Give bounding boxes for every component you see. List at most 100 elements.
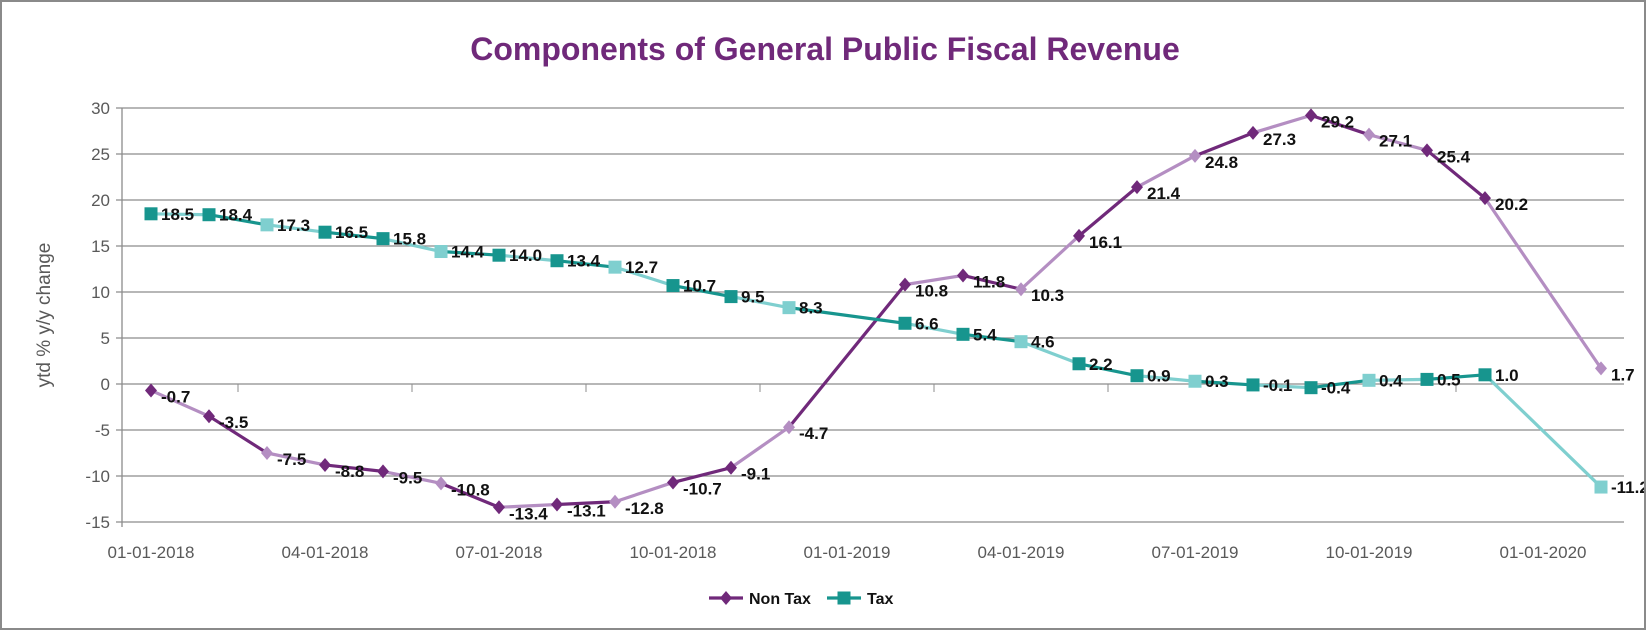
data-label: -13.4 [509,504,548,523]
y-tick-label: -5 [95,421,110,440]
series-segment-tax [324,230,384,241]
data-point-tax [260,218,274,232]
data-label: 13.4 [567,252,601,271]
series-segment-tax [1252,383,1312,390]
data-point-non-tax [319,457,331,472]
series-segment-non-tax [382,469,442,485]
x-tick-label: 07-01-2018 [456,543,543,562]
data-label: 15.8 [393,230,426,249]
series-segment-non-tax [1252,113,1312,135]
data-label: -10.7 [683,479,722,498]
data-point-tax [666,279,680,293]
data-point-non-tax [493,500,505,515]
series-segment-tax [440,249,500,257]
series-segment-non-tax [1310,113,1370,137]
data-label: 6.6 [915,314,939,333]
series-segment-non-tax [730,425,790,470]
y-tick-label: -10 [85,467,110,486]
data-point-tax [608,260,622,274]
data-label: 1.0 [1495,366,1519,385]
data-label: 16.5 [335,223,368,242]
data-point-non-tax [1595,361,1607,376]
data-point-tax [1304,381,1318,395]
y-tick-label: -15 [85,513,110,532]
data-label: -0.1 [1263,376,1292,395]
chart-title: Components of General Public Fiscal Reve… [470,31,1180,67]
y-tick-label: 10 [91,283,110,302]
series-segment-tax [962,332,1022,344]
series-segment-tax [614,265,674,288]
data-label: 12.7 [625,258,658,277]
data-point-non-tax [1363,127,1375,142]
series-segment-tax [556,259,616,269]
legend-diamond-icon [720,591,732,605]
series-segment-tax [1020,340,1080,366]
series-segment-tax [1310,378,1370,390]
data-point-tax [1130,369,1144,383]
data-label: 27.1 [1379,132,1412,151]
data-point-tax [376,232,390,246]
data-point-tax [1188,374,1202,388]
data-point-tax [202,208,216,222]
x-tick-label: 07-01-2019 [1152,543,1239,562]
data-point-non-tax [1073,228,1085,243]
data-label: 18.4 [219,206,253,225]
series-segment-non-tax [904,273,964,287]
series-segment-tax [266,223,326,234]
series-segment-tax [382,237,442,254]
series-segment-non-tax [1019,234,1081,291]
series-segment-tax [150,212,210,217]
data-point-non-tax [203,409,215,424]
series-segment-non-tax [1425,149,1487,200]
data-label: -13.1 [567,502,606,521]
x-tick-label: 10-01-2019 [1326,543,1413,562]
data-point-tax [434,245,448,259]
x-tick-label: 01-01-2020 [1500,543,1587,562]
data-label: -11.2 [1611,478,1646,497]
series-segment-non-tax [556,500,616,507]
data-label: -12.8 [625,499,664,518]
series-segment-tax [208,213,268,227]
data-label: -8.8 [335,462,364,481]
series-segment-non-tax [498,502,558,509]
series-segment-tax [1426,373,1486,381]
data-label: 0.9 [1147,367,1171,386]
data-point-non-tax [1131,180,1143,195]
series-segment-non-tax [1136,154,1196,189]
y-tick-label: 20 [91,191,110,210]
data-label: -7.5 [277,450,306,469]
x-tick-label: 01-01-2018 [108,543,195,562]
data-point-tax [550,254,564,268]
data-point-non-tax [1189,148,1201,163]
y-axis-label: ytd % y/y change [34,243,55,388]
series-segment-tax [730,295,790,310]
data-point-non-tax [551,497,563,512]
data-point-non-tax [377,464,389,479]
data-label: -10.8 [451,480,490,499]
series-segment-non-tax [962,273,1022,291]
series-segment-non-tax [1368,133,1428,152]
legend-label: Tax [867,591,893,608]
data-label: 0.4 [1379,371,1403,390]
data-point-non-tax [899,277,911,292]
data-label: 1.7 [1611,365,1635,384]
data-point-non-tax [1247,125,1259,140]
data-point-non-tax [957,268,969,283]
series-segment-non-tax [1194,131,1254,158]
data-label: 29.2 [1321,112,1354,131]
data-point-tax [898,316,912,330]
data-label: 4.6 [1031,333,1055,352]
series-segment-non-tax [324,463,384,473]
series-segment-tax [672,283,732,299]
data-label: 8.3 [799,299,823,318]
series-segment-non-tax [440,481,500,509]
data-label: 25.4 [1437,147,1471,166]
data-label: 16.1 [1089,233,1122,252]
data-label: -9.5 [393,468,422,487]
series-segment-non-tax [614,480,674,504]
data-label: 0.5 [1437,370,1461,389]
data-label: 18.5 [161,205,194,224]
data-point-non-tax [667,475,679,490]
data-label: 20.2 [1495,195,1528,214]
